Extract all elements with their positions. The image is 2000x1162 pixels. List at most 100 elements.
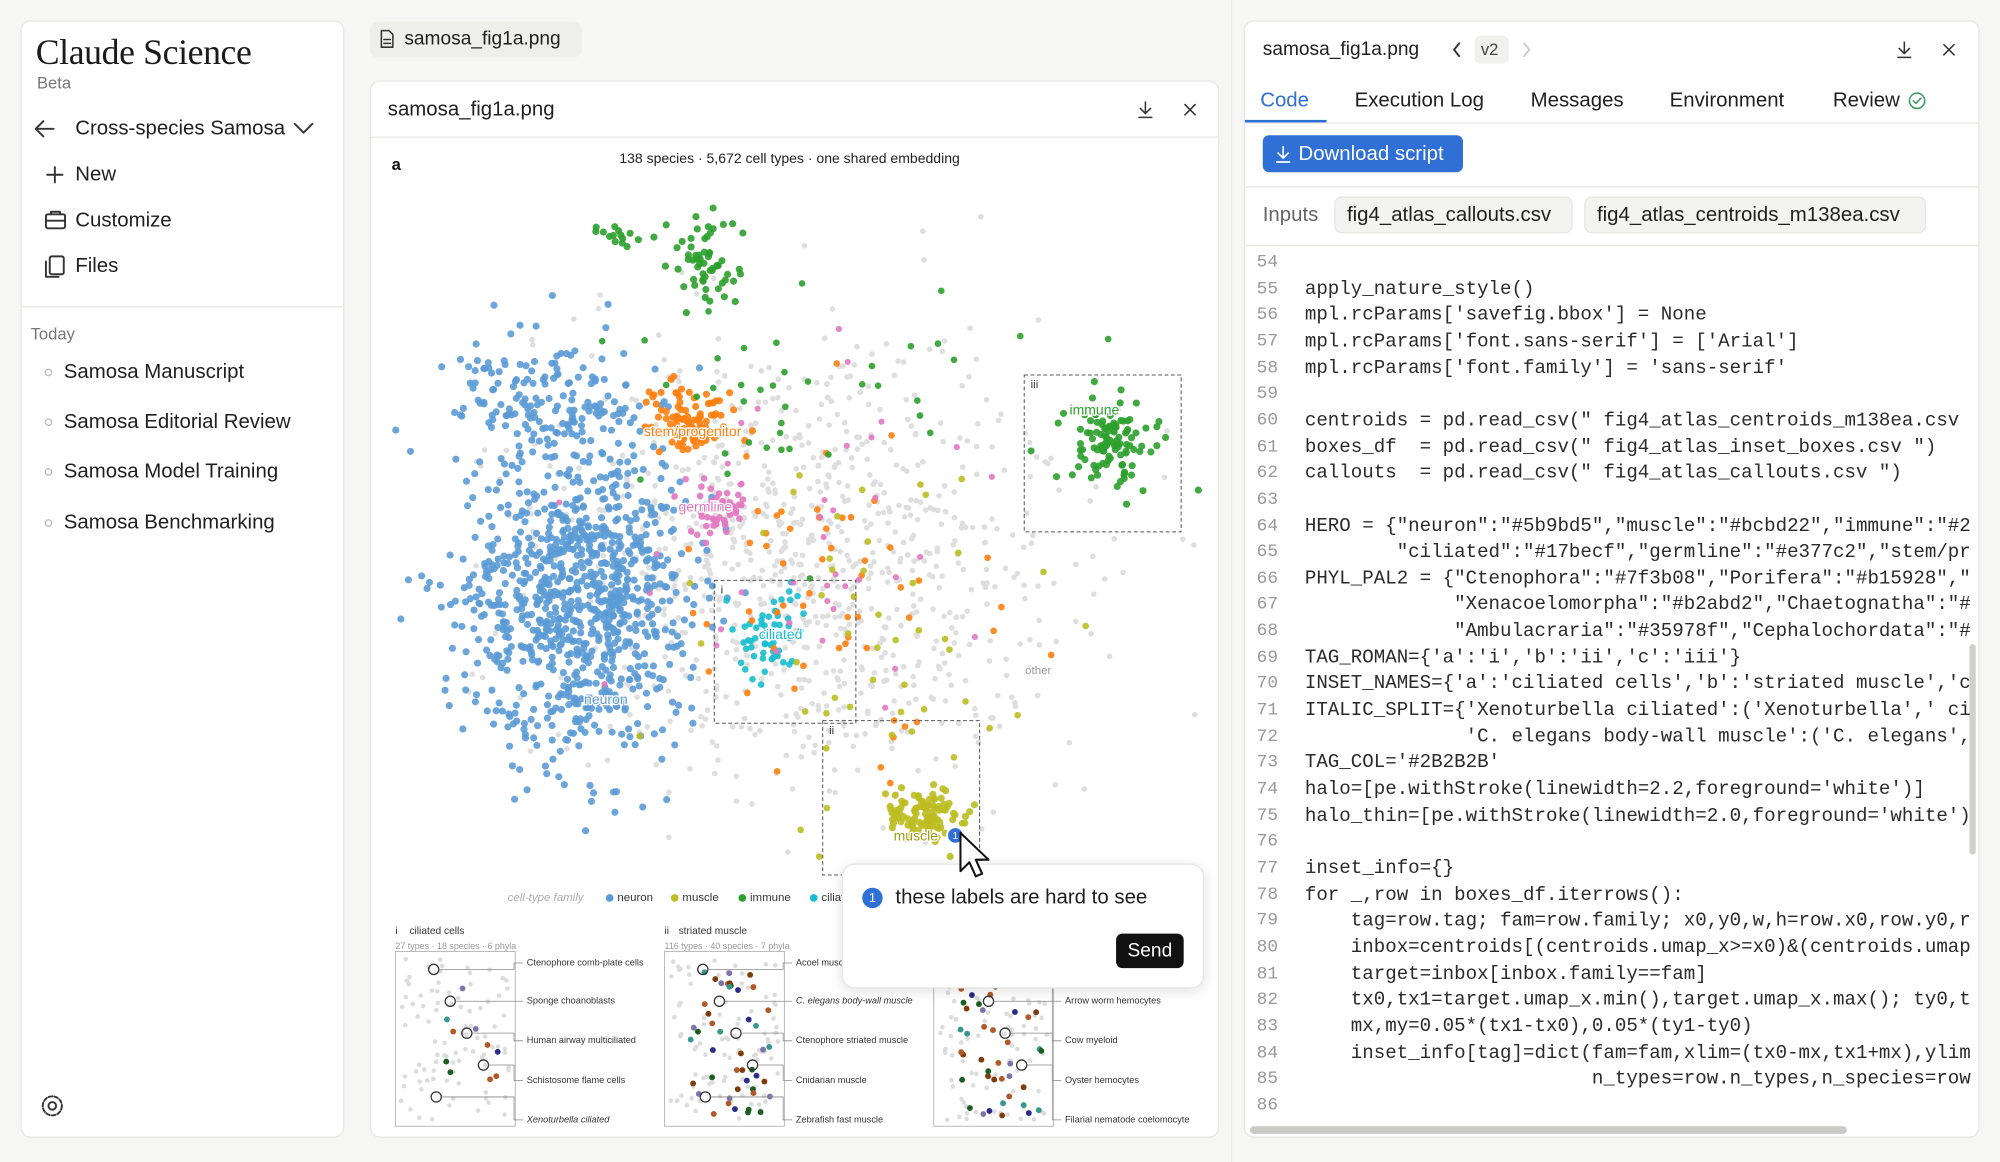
point bbox=[571, 316, 577, 322]
callout-label: Ctenophore striated muscle bbox=[796, 1035, 908, 1045]
file-tab[interactable] bbox=[369, 21, 582, 58]
point bbox=[835, 707, 842, 713]
point bbox=[492, 408, 500, 416]
point bbox=[690, 437, 697, 445]
point bbox=[771, 563, 778, 569]
point bbox=[731, 538, 738, 545]
point bbox=[791, 685, 798, 692]
inspector-tab[interactable]: Messages bbox=[1530, 89, 1624, 112]
point bbox=[708, 582, 716, 590]
inspector-tab[interactable]: Code bbox=[1260, 89, 1309, 112]
back-icon[interactable] bbox=[34, 120, 55, 138]
point bbox=[915, 795, 923, 802]
point bbox=[527, 715, 535, 724]
point bbox=[942, 787, 950, 795]
comment-text[interactable]: these labels are hard to see bbox=[895, 886, 1148, 909]
inset-point bbox=[725, 1100, 732, 1107]
point bbox=[630, 452, 638, 460]
point bbox=[915, 577, 923, 584]
point bbox=[816, 643, 823, 650]
input-file[interactable]: fig4_atlas_centroids_m138ea.csv bbox=[1596, 204, 1900, 227]
point bbox=[842, 640, 849, 648]
point bbox=[886, 508, 893, 515]
point bbox=[881, 790, 890, 798]
input-chip[interactable] bbox=[1334, 196, 1573, 234]
download-icon[interactable] bbox=[1138, 41, 1912, 119]
next-version[interactable] bbox=[1523, 42, 1531, 58]
inspector-tab[interactable]: Execution Log bbox=[1354, 89, 1484, 112]
chat-item[interactable]: Samosa Benchmarking bbox=[63, 511, 275, 534]
prev-version[interactable] bbox=[1453, 42, 1461, 58]
point bbox=[691, 281, 699, 289]
point bbox=[959, 613, 966, 620]
inset-point bbox=[945, 990, 951, 996]
menu-item[interactable]: Customize bbox=[75, 209, 172, 232]
point bbox=[799, 516, 806, 523]
inset-point bbox=[745, 1106, 752, 1113]
file-tab-label[interactable]: samosa_fig1a.png bbox=[404, 28, 561, 50]
point bbox=[1101, 432, 1109, 440]
point bbox=[661, 611, 667, 618]
point bbox=[1022, 430, 1029, 436]
point bbox=[946, 609, 953, 616]
point bbox=[723, 694, 729, 700]
point bbox=[499, 659, 507, 667]
viewer-title: samosa_fig1a.png bbox=[387, 98, 555, 121]
point bbox=[661, 626, 669, 634]
point bbox=[745, 439, 753, 446]
close-icon[interactable] bbox=[1184, 43, 1955, 116]
input-file[interactable]: fig4_atlas_callouts.csv bbox=[1346, 204, 1552, 227]
inset-point bbox=[669, 974, 674, 979]
point bbox=[662, 545, 669, 552]
point bbox=[796, 676, 802, 683]
point bbox=[631, 741, 639, 749]
point bbox=[537, 535, 545, 543]
point bbox=[595, 727, 603, 735]
version-label[interactable]: v2 bbox=[1480, 39, 1499, 59]
download-button[interactable] bbox=[1262, 135, 1464, 173]
inset-point bbox=[483, 1096, 489, 1101]
inset-point bbox=[998, 1075, 1005, 1082]
send-button[interactable] bbox=[1116, 933, 1184, 969]
point bbox=[564, 651, 572, 659]
point bbox=[989, 516, 995, 522]
point bbox=[565, 701, 573, 709]
version-chip[interactable] bbox=[1474, 35, 1509, 64]
point bbox=[557, 545, 565, 554]
menu-item[interactable]: New bbox=[75, 163, 117, 186]
download-script-label[interactable]: Download script bbox=[1298, 143, 1444, 166]
point bbox=[595, 305, 602, 312]
point bbox=[495, 368, 503, 376]
chat-item[interactable]: Samosa Manuscript bbox=[63, 361, 245, 384]
settings-icon[interactable] bbox=[41, 1095, 63, 1117]
point bbox=[773, 632, 781, 639]
point bbox=[499, 626, 507, 634]
input-chip[interactable] bbox=[1584, 196, 1927, 234]
point bbox=[604, 392, 612, 400]
point bbox=[548, 653, 556, 661]
point bbox=[818, 454, 825, 460]
point bbox=[529, 341, 536, 348]
point bbox=[490, 301, 498, 309]
chat-item[interactable]: Samosa Editorial Review bbox=[63, 411, 291, 433]
point bbox=[545, 394, 553, 403]
inset-point bbox=[1007, 1013, 1013, 1019]
customize-icon bbox=[44, 210, 67, 230]
inspector-tab[interactable]: Review bbox=[1832, 89, 1900, 112]
send-label[interactable]: Send bbox=[1127, 939, 1173, 962]
chat-item[interactable]: Samosa Model Training bbox=[63, 460, 279, 483]
inspector-tab[interactable]: Environment bbox=[1669, 89, 1785, 112]
point bbox=[470, 625, 478, 633]
project-name[interactable]: Cross-species Samosa bbox=[75, 117, 286, 140]
point bbox=[815, 478, 821, 485]
inset-point bbox=[463, 1023, 469, 1029]
point bbox=[471, 533, 479, 541]
code-line: n_types=row.n_types,n_species=row.n_sp bbox=[1304, 1068, 1971, 1091]
inset-point bbox=[970, 1083, 976, 1088]
point bbox=[987, 638, 993, 644]
point bbox=[733, 646, 740, 653]
menu-item[interactable]: Files bbox=[75, 255, 119, 278]
point bbox=[832, 462, 839, 468]
chevron-icon[interactable] bbox=[293, 122, 314, 134]
point bbox=[550, 615, 558, 623]
